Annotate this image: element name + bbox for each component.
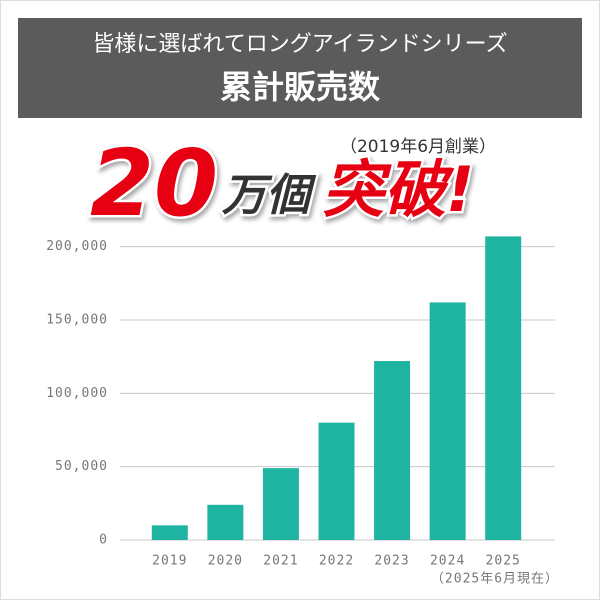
x-tick-label: 2025 <box>486 554 521 569</box>
bar <box>151 525 188 540</box>
x-tick-label: 2019 <box>152 554 187 569</box>
headline-breakthrough: 突破! <box>322 153 474 226</box>
header-title: 累計販売数 <box>220 68 381 106</box>
bar <box>318 422 355 540</box>
x-tick-label: 2023 <box>374 554 409 569</box>
bar <box>429 302 466 540</box>
founded-note: （2019年6月創業） <box>340 137 496 157</box>
headline: 20万個 突破! <box>90 130 474 237</box>
bar <box>262 468 299 540</box>
y-tick-label: 0 <box>99 533 108 548</box>
bar <box>374 361 411 540</box>
headline-unit: 万個 <box>222 170 317 221</box>
y-tick-label: 100,000 <box>46 386 108 401</box>
x-tick-label: 2022 <box>319 554 354 569</box>
y-tick-label: 150,000 <box>46 313 108 328</box>
y-tick-label: 50,000 <box>55 459 108 474</box>
y-tick-label: 200,000 <box>46 239 108 254</box>
header-line1: 皆様に選ばれてロングアイランドシリーズ <box>92 32 507 57</box>
headline-number: 20 <box>90 130 218 237</box>
x-tick-label: 2021 <box>263 554 298 569</box>
bar <box>207 504 244 540</box>
header-band <box>18 18 582 118</box>
x-tick-label: 2020 <box>208 554 243 569</box>
bar <box>485 236 522 540</box>
x-tick-label: 2024 <box>430 554 465 569</box>
annotation: （2025年6月現在） <box>431 572 559 587</box>
